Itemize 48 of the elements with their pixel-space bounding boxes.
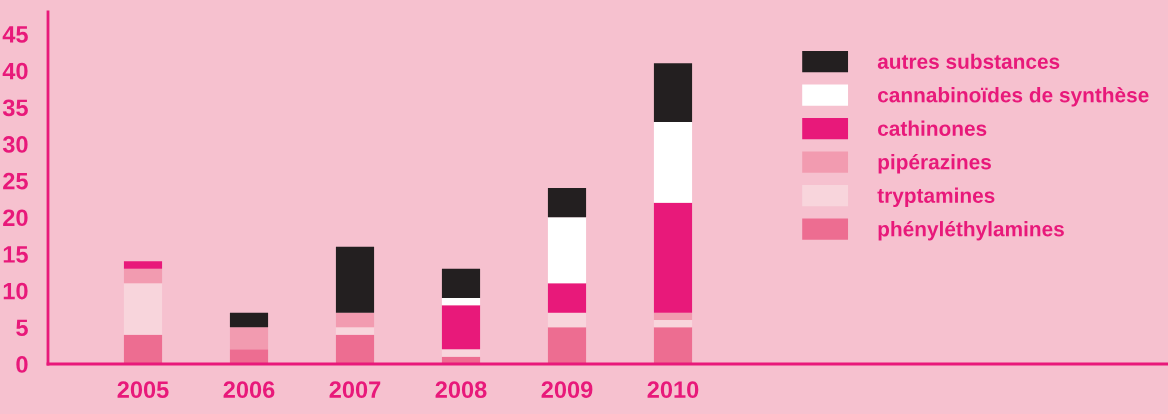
legend-label: cathinones [878,120,987,136]
legend-label: phényléthylamines [878,220,1064,241]
bar [441,298,481,306]
legend-label: pipérazines [878,153,991,174]
bar [335,327,375,335]
bar [653,327,693,364]
bar [123,334,163,364]
x-tick-label: 2006 [223,381,275,399]
bar [547,327,587,364]
bar [229,312,269,328]
bar [335,334,375,364]
bar [653,202,693,313]
y-tick-label: 10 [3,282,28,300]
x-tick-label: 2008 [435,381,487,399]
x-tick-label: 2005 [117,381,169,399]
bar [335,312,375,328]
x-tick-label: 2010 [647,381,699,399]
bar [547,188,587,218]
bar [229,327,269,350]
bar [441,349,481,357]
y-tick-label: 45 [2,26,28,43]
bar [441,305,481,350]
x-tick-label: 2009 [541,381,593,399]
y-tick-label: 15 [3,246,28,263]
bar [335,246,375,313]
y-tick-label: 20 [3,209,28,227]
bar [123,261,163,269]
bar [653,320,693,328]
bar [123,283,163,335]
bar [653,122,693,203]
x-tick-label: 2007 [329,381,381,399]
bar [547,283,587,313]
y-tick-label: 5 [16,319,28,337]
bar [123,268,163,284]
y-tick-label: 25 [3,172,28,190]
bar [653,312,693,320]
bar [441,268,481,298]
y-tick-label: 35 [2,99,28,117]
legend-label: tryptamines [877,187,995,208]
legend-label: autres substances [877,53,1060,69]
bar [547,217,587,284]
bar [547,312,587,328]
legend-label: cannabinoïdes de synthèse [878,86,1149,107]
y-tick-label: 30 [2,136,28,153]
y-tick-label: 40 [2,62,28,80]
y-tick-label: 0 [16,356,28,373]
bar [653,63,693,122]
bar [229,349,269,364]
